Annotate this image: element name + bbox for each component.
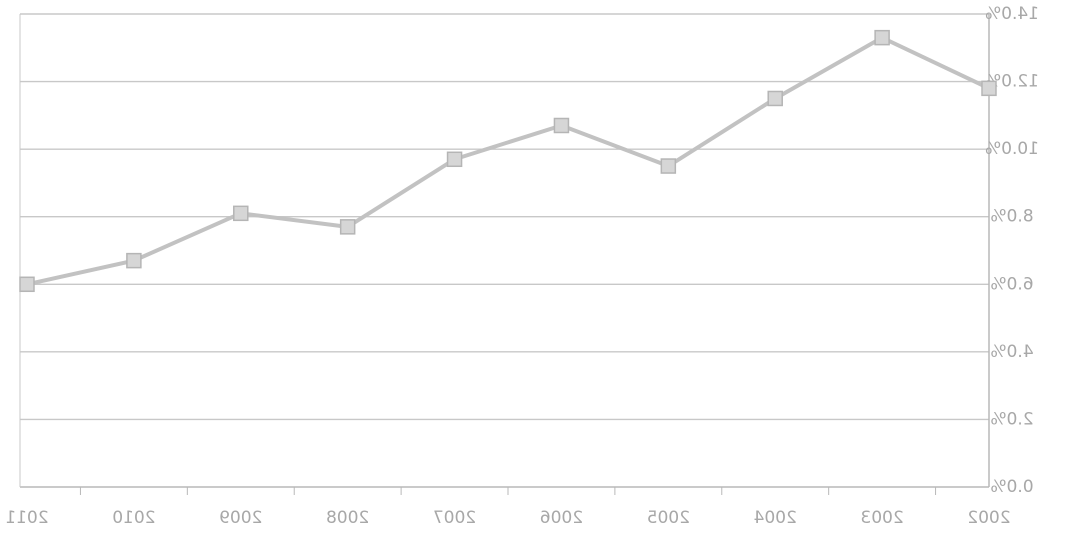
data-point-marker	[660, 158, 677, 174]
x-tick-label: 2009	[219, 508, 262, 528]
data-point-marker	[233, 205, 249, 222]
y-tick-label: 14.0%	[985, 4, 1039, 24]
y-tick-label: 10.0%	[985, 139, 1039, 159]
axis-layer	[19, 14, 990, 495]
data-point-marker	[981, 80, 997, 97]
data-point-marker	[339, 219, 356, 235]
y-tick-label: 12.0%	[985, 72, 1039, 92]
series-line	[26, 35, 990, 287]
x-tick-label: 2002	[967, 508, 1010, 528]
x-tick-label: 2005	[647, 508, 690, 528]
x-tick-label: 2007	[433, 508, 476, 528]
x-tick-label: 2003	[860, 508, 903, 528]
grid-layer	[20, 13, 989, 421]
y-tick-label: 4.0%	[990, 342, 1033, 362]
data-point-marker	[126, 252, 142, 269]
data-point-marker	[446, 151, 463, 168]
tick-layer: 0.0% 2.0% 4.0% 6.0% 8.0% 10.0% 12.0% 14.0% 2002 2…	[5, 4, 1039, 528]
data-point-marker	[767, 90, 783, 107]
y-tick-label: 2.0%	[990, 409, 1033, 429]
x-tick-label: 2006	[540, 508, 583, 528]
x-tick-label: 2004	[754, 508, 797, 528]
series-layer	[19, 29, 997, 293]
data-point-marker	[874, 29, 890, 46]
x-tick-label: 2011	[5, 508, 48, 528]
data-point-marker	[19, 276, 35, 293]
x-tick-label: 2010	[112, 508, 155, 528]
y-tick-label: 8.0%	[990, 207, 1033, 227]
y-tick-label: 6.0%	[990, 274, 1033, 294]
data-point-marker	[553, 117, 570, 134]
y-tick-label: 0.0%	[990, 477, 1033, 497]
x-tick-label: 2008	[326, 508, 369, 528]
